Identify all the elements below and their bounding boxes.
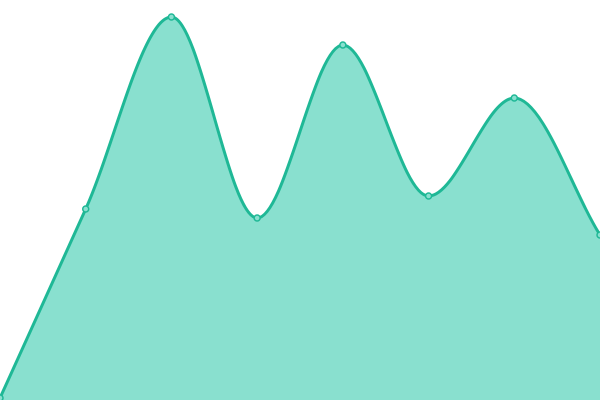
data-point — [167, 13, 176, 21]
data-point — [596, 231, 600, 239]
data-point — [510, 94, 519, 102]
data-point — [81, 205, 90, 213]
data-point — [339, 41, 347, 49]
area-fill — [0, 17, 600, 400]
series-line — [0, 15, 600, 399]
data-point — [253, 214, 261, 222]
data-points — [0, 13, 600, 400]
data-point — [0, 394, 4, 400]
data-point — [424, 192, 433, 200]
